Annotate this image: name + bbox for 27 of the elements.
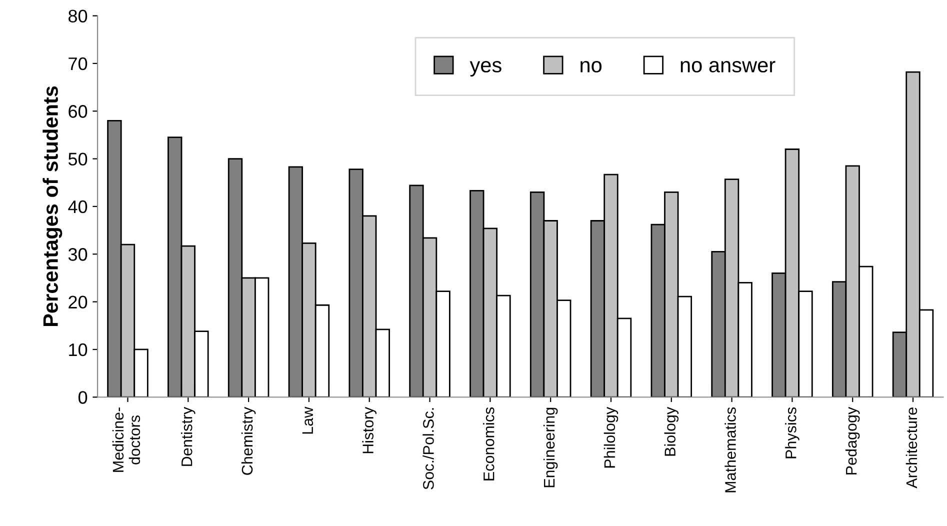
x-tick-label: Chemistry (241, 406, 256, 475)
y-tick-label: 10 (69, 343, 88, 356)
y-tick-label: 70 (68, 57, 88, 70)
x-tick-label: Mathematics (724, 407, 736, 492)
legend-label: no (580, 61, 602, 72)
x-tick-label: Architecture (906, 408, 918, 488)
x-tick-label: Medicine- doctors (112, 408, 140, 472)
legend-label: yes (470, 61, 502, 77)
y-tick-label: 30 (68, 248, 88, 261)
x-tick-label: Economics (483, 407, 494, 480)
legend-label: no answer (680, 61, 776, 72)
y-tick-label: 40 (68, 200, 88, 214)
x-tick-label: History (362, 406, 376, 454)
x-tick-label: Pedagogy (845, 406, 860, 474)
x-tick-label: Dentistry (181, 406, 196, 466)
x-tick-label: Biology (664, 406, 679, 456)
y-tick-label: 60 (68, 105, 88, 118)
y-axis-title: Percentages of students (42, 86, 62, 326)
x-tick-label: Law (302, 406, 314, 434)
x-tick-label: Philology (604, 406, 618, 468)
y-tick-label: 0 (78, 391, 88, 404)
y-tick-label: 80 (68, 10, 88, 22)
y-tick-label: 50 (68, 152, 88, 166)
x-tick-label: Soc./Pol.Sc. (422, 408, 434, 490)
y-tick-label: 20 (68, 296, 88, 309)
x-tick-label: Physics (785, 407, 800, 458)
x-tick-label: Engineering (543, 408, 558, 488)
